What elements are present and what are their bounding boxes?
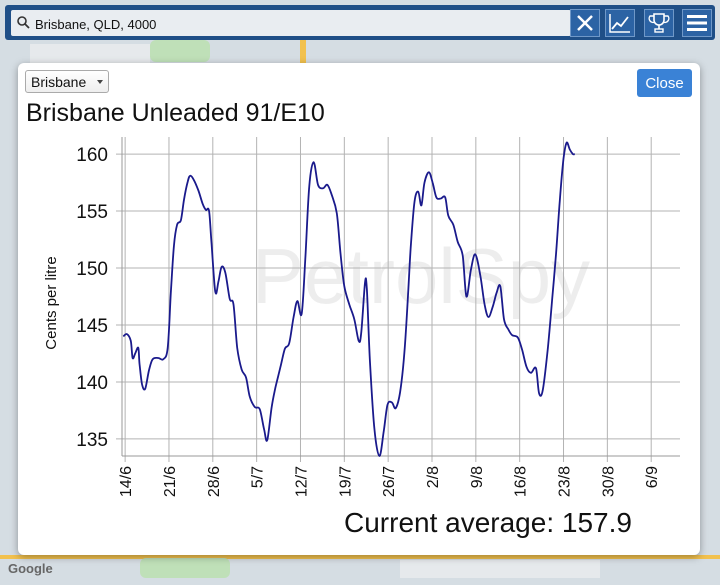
google-logo: Google [8, 561, 53, 576]
search-icon [17, 16, 30, 29]
close-icon [577, 15, 593, 31]
menu-button[interactable] [682, 9, 712, 37]
hamburger-menu-icon [687, 15, 707, 31]
x-tick-label: 2/8 [425, 466, 442, 488]
close-button[interactable]: Close [637, 69, 692, 97]
x-tick-label: 21/6 [162, 466, 179, 497]
x-tick-label: 28/6 [206, 466, 223, 497]
y-tick-label: 140 [76, 373, 108, 394]
map-park [150, 40, 210, 62]
y-axis-label: Cents per litre [43, 256, 60, 349]
map-road [0, 555, 720, 559]
y-tick-label: 145 [76, 316, 108, 337]
x-tick-label: 6/9 [644, 466, 661, 488]
region-select-value: Brisbane [31, 74, 87, 90]
leaderboard-button[interactable] [644, 9, 674, 37]
x-tick-label: 5/7 [250, 466, 267, 488]
clear-search-button[interactable] [570, 9, 600, 37]
price-history-dialog: Brisbane Close Brisbane Unleaded 91/E10 … [18, 63, 700, 555]
search-box[interactable] [11, 10, 571, 36]
y-tick-label: 155 [76, 202, 108, 223]
x-tick-label: 30/8 [600, 466, 617, 497]
search-input[interactable] [33, 13, 567, 35]
x-tick-label: 26/7 [381, 466, 398, 497]
watermark: PetrolSpy [252, 232, 590, 320]
line-chart-icon [609, 14, 630, 33]
trophy-icon [648, 13, 670, 33]
map-park [140, 558, 230, 578]
map-road [300, 40, 306, 65]
current-average: Current average: 157.9 [344, 507, 632, 538]
x-tick-label: 19/7 [337, 466, 354, 497]
region-select[interactable]: Brisbane [25, 70, 109, 93]
x-tick-label: 16/8 [513, 466, 530, 497]
price-chart-button[interactable] [605, 9, 635, 37]
chart-title: Brisbane Unleaded 91/E10 [26, 99, 325, 127]
x-tick-label: 12/7 [293, 466, 310, 497]
dropdown-caret-icon [97, 80, 103, 84]
x-tick-label: 9/8 [469, 466, 486, 488]
y-tick-label: 135 [76, 430, 108, 451]
y-tick-label: 150 [76, 259, 108, 280]
price-series-line [122, 141, 575, 457]
y-tick-label: 160 [76, 145, 108, 166]
x-tick-label: 23/8 [557, 466, 574, 497]
map-block [400, 560, 600, 578]
price-chart: PetrolSpy 135 140 145 150 155 160 14/6 21/6 28/… [43, 137, 680, 497]
top-bar [5, 5, 715, 40]
x-tick-label: 14/6 [118, 466, 135, 497]
